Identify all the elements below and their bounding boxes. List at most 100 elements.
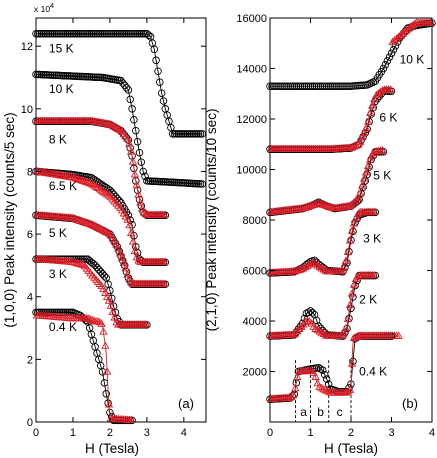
data-point-triangle: [141, 209, 151, 218]
data-point-triangle: [128, 237, 138, 245]
data-point-triangle: [307, 259, 316, 267]
data-point-circle: [172, 130, 181, 138]
data-point-circle: [333, 82, 341, 90]
data-point-circle: [56, 29, 64, 38]
data-point-circle: [302, 82, 311, 90]
data-point-triangle: [128, 157, 138, 165]
data-point-triangle: [84, 219, 93, 227]
data-point-circle: [181, 130, 190, 138]
data-point-triangle: [75, 259, 84, 267]
data-point-triangle: [319, 200, 328, 208]
y-tick-label: 10000: [236, 165, 267, 177]
data-point-triangle: [90, 221, 99, 229]
data-point-triangle: [160, 257, 169, 266]
data-point-circle: [141, 172, 149, 180]
data-point-circle: [132, 126, 140, 135]
data-point-triangle: [123, 134, 132, 142]
data-point-circle: [187, 130, 195, 138]
data-point-triangle: [349, 280, 359, 288]
data-point-circle: [157, 89, 166, 97]
data-point-circle: [320, 370, 329, 379]
data-point-triangle: [345, 236, 355, 244]
data-point-triangle: [115, 248, 125, 257]
data-point-triangle: [126, 277, 136, 286]
data-point-triangle: [368, 100, 377, 109]
data-point-circle: [45, 29, 53, 38]
data-point-circle: [93, 263, 101, 272]
data-point-circle: [337, 82, 345, 90]
data-point-triangle: [291, 329, 300, 337]
data-point-triangle: [323, 386, 332, 395]
y-tick-label: 12: [21, 41, 33, 53]
data-point-circle: [135, 29, 144, 38]
data-point-triangle: [315, 262, 324, 271]
data-point-triangle: [78, 260, 88, 268]
data-point-circle: [290, 82, 299, 90]
data-point-circle: [300, 82, 309, 90]
data-point-triangle: [303, 261, 312, 269]
data-point-triangle: [121, 263, 130, 272]
data-point-triangle: [108, 307, 117, 316]
data-point-triangle: [86, 219, 95, 228]
data-point-circle: [189, 130, 197, 138]
data-point-circle: [93, 29, 101, 38]
data-point-circle: [183, 130, 192, 138]
data-point-triangle: [115, 125, 125, 133]
data-point-circle: [302, 309, 311, 318]
data-point-triangle: [357, 181, 367, 189]
data-point-triangle: [343, 387, 353, 395]
x-tick-label: 0: [33, 427, 39, 439]
data-point-triangle: [376, 87, 385, 96]
data-point-circle: [286, 82, 295, 90]
data-point-triangle: [160, 210, 169, 219]
data-point-triangle: [370, 207, 379, 216]
data-point-triangle: [321, 201, 330, 209]
data-point-triangle: [108, 121, 117, 129]
data-point-triangle: [378, 145, 387, 154]
data-point-circle: [126, 144, 134, 152]
data-point-triangle: [311, 372, 320, 380]
y-tick-label: 10: [21, 104, 33, 116]
data-point-circle: [335, 82, 343, 90]
data-point-triangle: [160, 279, 169, 287]
data-point-triangle: [82, 177, 91, 186]
data-point-circle: [343, 82, 351, 90]
data-point-triangle: [119, 258, 128, 266]
data-point-triangle: [136, 198, 145, 206]
curve-label-10K: 10 K: [400, 52, 425, 66]
data-point-triangle: [297, 322, 306, 330]
data-point-triangle: [362, 167, 371, 176]
panel-a-series-0p4K-triangle: [32, 310, 136, 424]
y-tick-label: 12000: [236, 114, 267, 126]
data-point-triangle: [71, 214, 80, 223]
data-point-circle: [82, 255, 90, 263]
data-point-circle: [280, 82, 288, 90]
data-point-triangle: [106, 120, 116, 128]
curve-label-15K: 15 K: [49, 41, 74, 55]
data-point-triangle: [293, 372, 302, 380]
data-point-circle: [191, 130, 199, 138]
series-line: [270, 89, 392, 150]
data-point-triangle: [84, 178, 93, 186]
panel-b-series-group: [266, 18, 436, 404]
data-point-circle: [91, 73, 99, 81]
data-point-triangle: [386, 85, 395, 93]
panel-b-x-axis-label: H (Tesla): [324, 441, 378, 456]
data-point-triangle: [67, 172, 77, 181]
data-point-circle: [98, 368, 107, 376]
data-point-circle: [139, 167, 147, 176]
data-point-triangle: [99, 327, 108, 335]
data-point-triangle: [325, 202, 334, 210]
data-point-triangle: [95, 224, 104, 232]
data-point-circle: [120, 29, 129, 38]
data-point-triangle: [71, 258, 80, 266]
data-point-triangle: [351, 213, 361, 221]
curve-label-5K: 5 K: [373, 169, 391, 183]
data-point-circle: [76, 29, 85, 38]
x-tick-label: 3: [144, 427, 150, 439]
data-point-circle: [59, 29, 68, 38]
data-point-circle: [47, 308, 55, 317]
